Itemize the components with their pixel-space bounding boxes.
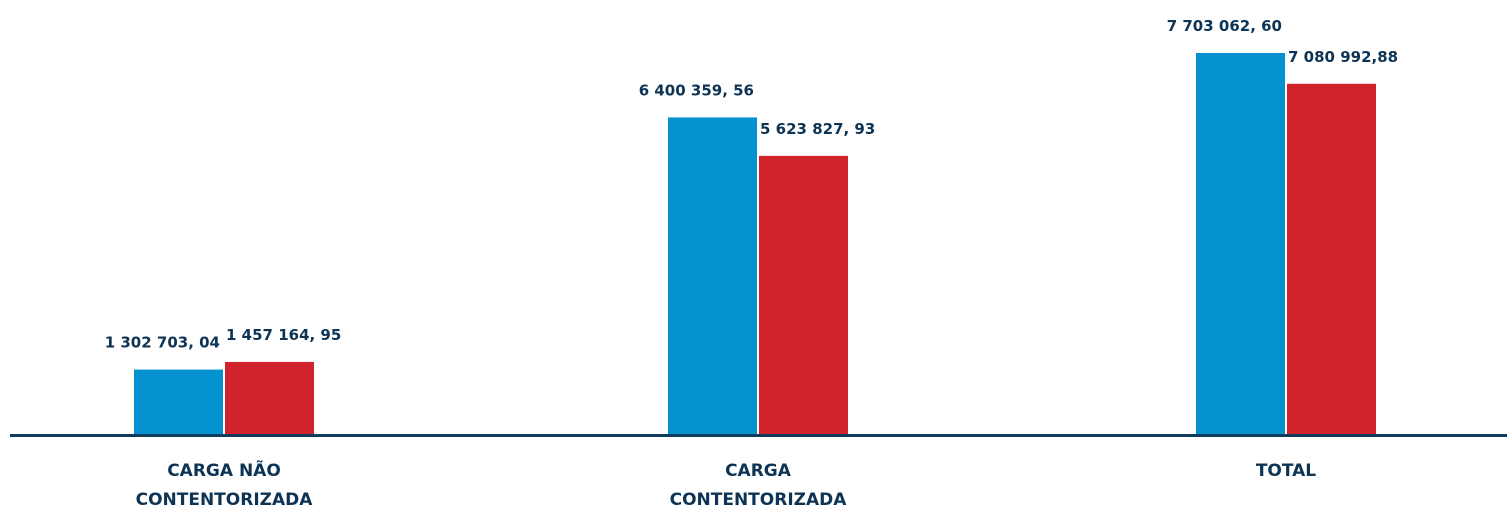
value-label: 5 623 827, 93 bbox=[760, 120, 875, 138]
value-label: 1 302 703, 04 bbox=[105, 334, 220, 352]
value-label: 7 703 062, 60 bbox=[1167, 17, 1282, 35]
bar bbox=[1196, 53, 1285, 434]
value-label: 1 457 164, 95 bbox=[226, 326, 341, 344]
value-label: 6 400 359, 56 bbox=[639, 81, 754, 99]
bar bbox=[1287, 83, 1376, 434]
value-label: 7 080 992,88 bbox=[1288, 48, 1398, 66]
bar bbox=[225, 361, 314, 434]
bar bbox=[668, 117, 757, 434]
bar bbox=[759, 155, 848, 435]
bar bbox=[134, 369, 223, 434]
category-label: CARGA CONTENTORIZADA bbox=[669, 461, 847, 510]
category-label: CARGA NÃO CONTENTORIZADA bbox=[135, 461, 313, 510]
category-label: TOTAL bbox=[1255, 461, 1317, 481]
